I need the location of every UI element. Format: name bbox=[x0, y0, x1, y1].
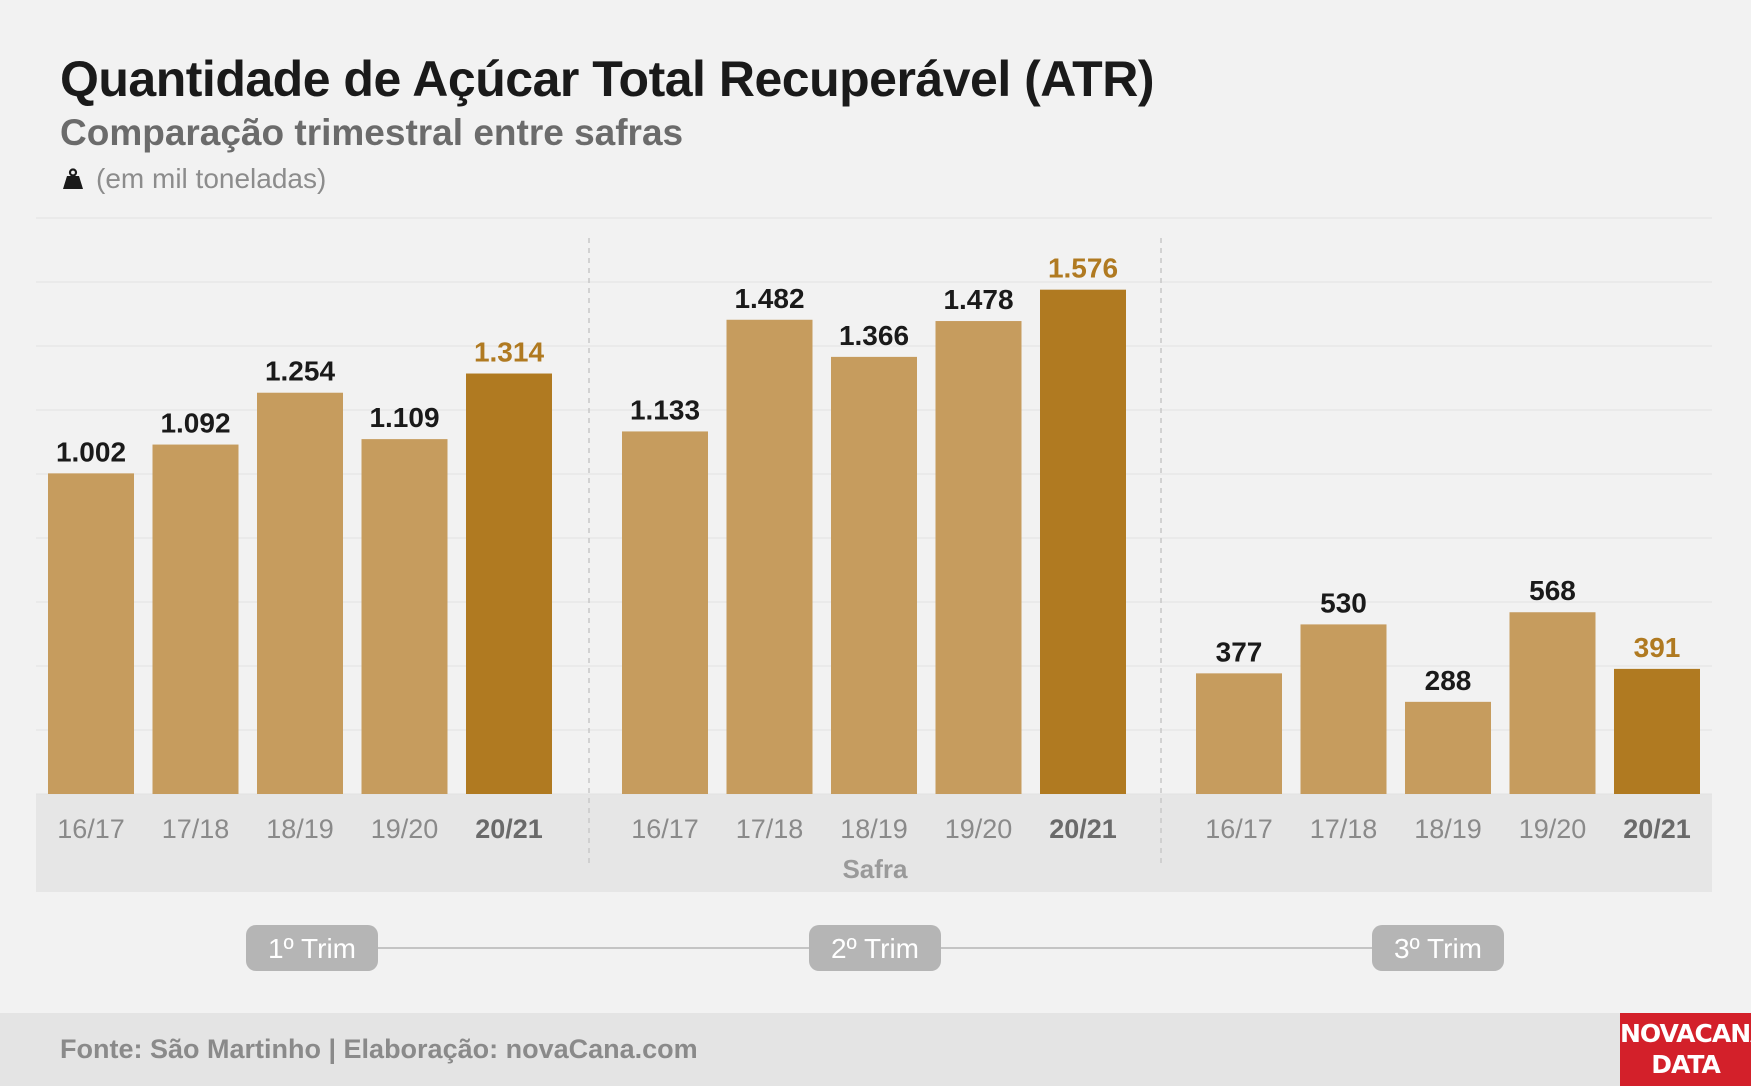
data-label: 1.092 bbox=[160, 408, 230, 439]
data-label: 1.478 bbox=[943, 284, 1013, 315]
x-axis-band bbox=[36, 794, 1712, 892]
bar bbox=[1300, 624, 1387, 794]
x-tick-label: 19/20 bbox=[945, 814, 1013, 844]
bar bbox=[361, 439, 448, 794]
x-tick-label: 18/19 bbox=[840, 814, 908, 844]
data-label: 530 bbox=[1320, 587, 1367, 618]
x-tick-label: 19/20 bbox=[371, 814, 439, 844]
x-tick-label: 16/17 bbox=[631, 814, 699, 844]
quarter-pill-label: 2º Trim bbox=[831, 933, 919, 964]
bar bbox=[466, 373, 552, 794]
quarter-pill-label: 3º Trim bbox=[1394, 933, 1482, 964]
x-axis-title: Safra bbox=[842, 854, 908, 884]
data-label: 1.366 bbox=[839, 320, 909, 351]
bar bbox=[726, 319, 813, 794]
unit-text: (em mil toneladas) bbox=[96, 163, 327, 194]
bar bbox=[152, 444, 239, 794]
x-tick-label: 19/20 bbox=[1519, 814, 1587, 844]
footer-bar bbox=[0, 1013, 1751, 1086]
x-tick-label: 20/21 bbox=[1623, 814, 1691, 844]
data-label: 1.002 bbox=[56, 436, 126, 467]
data-label: 1.109 bbox=[369, 402, 439, 433]
bar bbox=[1196, 673, 1282, 794]
quarter-pill bbox=[246, 925, 378, 971]
weight-icon bbox=[63, 168, 83, 189]
bar bbox=[622, 431, 708, 794]
quarter-pill bbox=[1372, 925, 1504, 971]
quarter-pill bbox=[809, 925, 941, 971]
bar-chart: 1.002 16/17 1.092 17/18 1.254 18/19 1.109 19/20… bbox=[36, 217, 1712, 971]
data-label: 568 bbox=[1529, 575, 1576, 606]
bar bbox=[935, 321, 1022, 794]
x-tick-label: 17/18 bbox=[1310, 814, 1378, 844]
x-tick-label: 17/18 bbox=[736, 814, 804, 844]
data-label: 1.482 bbox=[734, 283, 804, 314]
data-label: 1.133 bbox=[630, 394, 700, 425]
unit-label: (em mil toneladas) bbox=[62, 163, 326, 195]
bar bbox=[831, 356, 917, 794]
novacana-data-logo: NOVACANA DATA bbox=[1620, 1013, 1751, 1086]
x-tick-label: 16/17 bbox=[57, 814, 125, 844]
bar bbox=[1040, 289, 1126, 794]
chart-subtitle: Comparação trimestral entre safras bbox=[60, 112, 684, 153]
x-tick-label: 20/21 bbox=[475, 814, 543, 844]
x-tick-label: 17/18 bbox=[162, 814, 230, 844]
x-tick-label: 18/19 bbox=[266, 814, 334, 844]
x-tick-label: 20/21 bbox=[1049, 814, 1117, 844]
bar bbox=[1405, 701, 1491, 794]
bar bbox=[48, 473, 134, 794]
quarter-pill-label: 1º Trim bbox=[268, 933, 356, 964]
data-label: 1.314 bbox=[474, 337, 544, 368]
data-label: 288 bbox=[1425, 665, 1472, 696]
data-label: 1.576 bbox=[1048, 253, 1118, 284]
bar bbox=[1509, 612, 1596, 794]
source-text: Fonte: São Martinho | Elaboração: novaCa… bbox=[60, 1034, 698, 1064]
data-label: 377 bbox=[1216, 636, 1263, 667]
data-label: 391 bbox=[1634, 632, 1681, 663]
chart-title: Quantidade de Açúcar Total Recuperável (… bbox=[60, 51, 1154, 107]
bar bbox=[1614, 668, 1700, 794]
data-label: 1.254 bbox=[265, 356, 335, 387]
x-tick-label: 18/19 bbox=[1414, 814, 1482, 844]
bar bbox=[257, 392, 343, 794]
x-tick-label: 16/17 bbox=[1205, 814, 1273, 844]
